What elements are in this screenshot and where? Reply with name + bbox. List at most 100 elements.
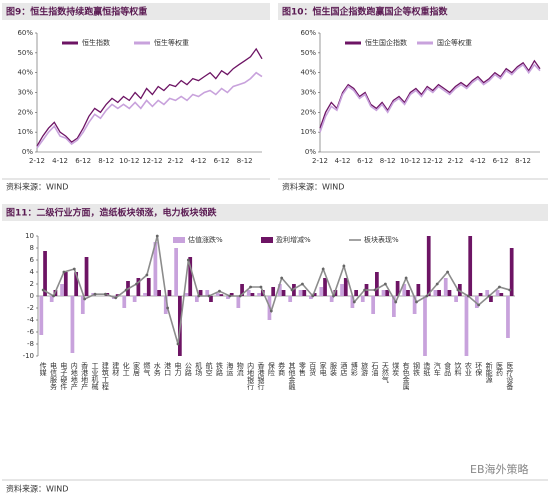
bar — [292, 284, 296, 296]
bar — [312, 293, 317, 296]
line-marker — [311, 294, 315, 298]
bar — [184, 293, 189, 296]
x-tick-label: 建筑工程 — [101, 361, 109, 391]
x-tick-label: 2-12 — [312, 157, 328, 165]
line-marker — [363, 288, 367, 292]
bar — [416, 284, 421, 296]
title-bar — [2, 204, 548, 221]
x-tick-label: 汽车 — [433, 361, 441, 377]
bar — [443, 278, 448, 296]
x-tick-label: 4-12 — [335, 157, 351, 165]
line-marker — [456, 288, 460, 292]
x-tick-label: 内地银行 — [247, 361, 255, 391]
bar — [146, 278, 151, 296]
bar — [174, 248, 178, 296]
bar — [153, 242, 158, 296]
series-line — [42, 235, 511, 345]
line-marker — [62, 270, 66, 274]
y-tick-label: 0 — [30, 292, 34, 300]
title-bar — [2, 3, 270, 20]
bar — [163, 296, 168, 314]
bar — [271, 287, 276, 296]
x-tick-label: 6-12 — [214, 157, 230, 165]
bar — [122, 296, 127, 308]
bar — [194, 296, 199, 302]
bar — [209, 296, 213, 302]
x-tick-label: 医药 — [495, 362, 503, 377]
line-marker — [269, 309, 273, 313]
x-tick-label: 4-12 — [470, 157, 486, 165]
x-tick-label: 8-12 — [380, 157, 396, 165]
bar — [309, 296, 313, 299]
legend-label: 盈利增减% — [276, 235, 311, 244]
x-tick-label: 6-12 — [75, 157, 91, 165]
bar — [395, 281, 400, 296]
bar — [360, 296, 365, 302]
x-tick-label: 酒店 — [340, 362, 348, 377]
x-tick-label: 海运 — [226, 361, 234, 377]
bar — [468, 236, 473, 296]
y-tick-label: 40% — [300, 69, 316, 77]
bar — [402, 284, 407, 296]
line-marker — [404, 276, 408, 280]
line-marker — [228, 294, 232, 298]
legend-label: 恒生国企指数 — [365, 38, 407, 47]
line-marker — [83, 297, 87, 301]
bar — [167, 290, 172, 296]
y-tick-label: -4 — [27, 316, 35, 324]
line-marker — [207, 294, 211, 298]
x-tick-label: 化工 — [122, 361, 130, 376]
chart-title: 图9：恒生指数持续跑赢恒指等权重 — [6, 6, 147, 18]
x-tick-label: 航空 — [205, 361, 213, 376]
x-tick-label: 天然气 — [381, 362, 389, 383]
line-marker — [135, 282, 138, 286]
line-marker — [114, 296, 118, 300]
series-line — [319, 59, 541, 129]
y-tick-label: 30% — [17, 89, 33, 97]
x-tick-label: 6-12 — [357, 157, 373, 165]
bar — [84, 257, 89, 296]
bar — [281, 290, 286, 296]
bar — [354, 290, 359, 296]
bar — [333, 290, 338, 296]
y-tick-label: -8 — [27, 340, 34, 348]
bar — [371, 296, 376, 314]
bar — [132, 296, 137, 302]
x-tick-label: 8-12 — [237, 157, 253, 165]
line-marker — [93, 292, 97, 296]
x-tick-label: 保险 — [267, 361, 275, 377]
bar — [392, 296, 396, 317]
bar — [115, 294, 120, 296]
line-marker — [238, 294, 242, 298]
bar — [343, 278, 348, 296]
x-tick-label: 铁路 — [215, 361, 223, 377]
x-tick-label: 博彩 — [350, 361, 358, 377]
line-marker — [145, 273, 149, 277]
x-tick-label: 家居 — [133, 361, 141, 377]
bar — [157, 290, 161, 296]
x-tick-label: 旅游 — [361, 361, 369, 377]
x-tick-label: 内地地产 — [70, 361, 78, 391]
x-tick-label: 电子硬件 — [60, 361, 68, 391]
line-marker — [498, 285, 501, 289]
legend-label: 恒生指数 — [82, 38, 110, 47]
bar — [298, 290, 303, 296]
y-tick-label: 60% — [300, 29, 316, 37]
line-marker — [166, 306, 170, 310]
x-tick-label: 有色金属 — [402, 361, 410, 391]
y-tick-label: 20% — [17, 108, 33, 116]
bar — [250, 293, 255, 296]
x-tick-label: 水务 — [153, 361, 161, 377]
bar — [385, 290, 390, 296]
y-tick-label: 2 — [30, 280, 34, 288]
y-tick-label: 6 — [30, 256, 35, 264]
series-line — [36, 71, 263, 149]
source: 资料来源：WIND — [282, 182, 344, 192]
bar — [60, 284, 64, 296]
x-tick-label: 12-12 — [142, 157, 162, 165]
x-tick-label: 电信服务 — [50, 361, 58, 391]
bar — [506, 296, 510, 338]
line-marker — [321, 267, 325, 271]
